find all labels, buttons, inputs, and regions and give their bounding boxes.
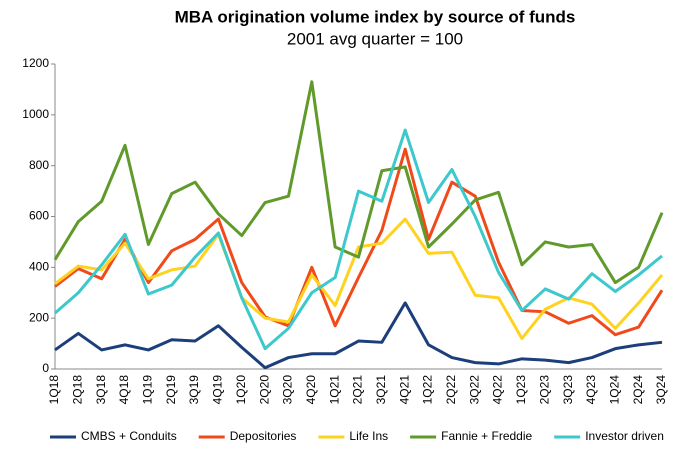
y-tick-label: 1000	[22, 107, 49, 121]
x-tick-label: 3Q19	[187, 375, 201, 405]
x-tick-label: 1Q18	[47, 375, 61, 405]
x-tick-label: 2Q19	[164, 375, 178, 405]
x-tick-label: 1Q21	[327, 375, 341, 405]
x-tick-label: 4Q21	[397, 375, 411, 405]
series-line	[54, 217, 664, 340]
x-tick-label: 3Q22	[467, 375, 481, 405]
x-tick-label: 2Q21	[351, 375, 365, 405]
series-line	[54, 301, 663, 370]
x-tick-label: 3Q18	[94, 375, 108, 405]
x-tick-label: 3Q24	[654, 375, 668, 405]
legend-label: Depositories	[230, 429, 297, 443]
y-tick-label: 1200	[22, 56, 49, 70]
x-tick-label: 3Q21	[374, 375, 388, 405]
series-line	[54, 128, 663, 351]
x-tick-label: 2Q20	[257, 375, 271, 405]
x-tick-label: 1Q24	[607, 375, 621, 405]
x-tick-label: 2Q24	[631, 375, 645, 405]
y-tick-label: 200	[29, 310, 49, 324]
x-tick-label: 4Q23	[584, 375, 598, 405]
legend-label: Investor driven	[585, 429, 664, 443]
x-tick-label: 4Q18	[117, 375, 131, 405]
x-tick-label: 2Q22	[444, 375, 458, 405]
legend-label: Fannie + Freddie	[441, 429, 532, 443]
x-tick-label: 3Q23	[561, 375, 575, 405]
chart-title: MBA origination volume index by source o…	[175, 7, 576, 26]
series-line	[53, 80, 664, 285]
x-tick-label: 4Q22	[491, 375, 505, 405]
x-tick-label: 1Q22	[421, 375, 435, 405]
y-tick-label: 600	[29, 209, 49, 223]
x-tick-label: 1Q20	[234, 375, 248, 405]
legend-label: Life Ins	[349, 429, 388, 443]
series-line	[54, 147, 664, 337]
x-tick-label: 2Q18	[71, 375, 85, 405]
y-tick-label: 0	[42, 361, 49, 375]
y-tick-label: 800	[29, 158, 49, 172]
x-tick-label: 2Q23	[537, 375, 551, 405]
x-tick-label: 1Q19	[141, 375, 155, 405]
x-tick-label: 4Q20	[304, 375, 318, 405]
chart-subtitle: 2001 avg quarter = 100	[287, 29, 463, 48]
legend-label: CMBS + Conduits	[81, 429, 177, 443]
x-tick-label: 1Q23	[514, 375, 528, 405]
x-tick-label: 3Q20	[281, 375, 295, 405]
x-tick-label: 4Q19	[211, 375, 225, 405]
y-tick-label: 400	[29, 260, 49, 274]
